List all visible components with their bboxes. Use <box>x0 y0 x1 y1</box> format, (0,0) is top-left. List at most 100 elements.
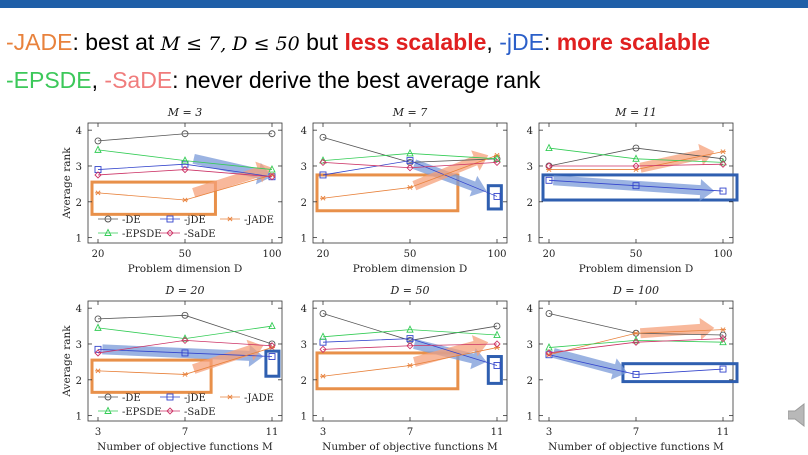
point-marker-stroke <box>227 394 233 400</box>
x-axis-label: Number of objective functions M <box>548 441 724 453</box>
point-marker <box>406 342 414 350</box>
point-marker <box>319 310 327 317</box>
title-bar-accent <box>0 0 808 8</box>
point-marker <box>493 322 501 330</box>
y-tick-label: 2 <box>527 198 533 209</box>
point-marker <box>95 190 101 196</box>
point-marker <box>104 406 112 414</box>
y-tick-label: 2 <box>301 198 307 209</box>
point-marker <box>319 158 327 167</box>
trend-arrow-orange <box>192 339 264 374</box>
series-line-jDE <box>548 179 724 192</box>
point-marker-stroke <box>407 185 413 190</box>
y-tick-label: 3 <box>76 162 82 173</box>
point-marker <box>269 345 275 350</box>
line2-segment-1: , <box>91 67 105 93</box>
y-tick-label: 3 <box>527 340 533 351</box>
highlight-box-orange <box>315 173 460 213</box>
series-line-jDE <box>97 348 273 357</box>
point-marker-stroke <box>320 195 326 201</box>
point-marker <box>181 336 189 345</box>
point-marker <box>181 334 189 342</box>
line1-segment-1: : best at <box>72 29 161 55</box>
point-marker <box>268 321 276 330</box>
series-line-EPSDE <box>548 340 724 348</box>
x-tick-label: 7 <box>182 427 188 438</box>
point-marker-stroke <box>633 330 639 336</box>
point-marker <box>166 229 174 237</box>
point-marker <box>181 165 189 174</box>
point-marker <box>406 325 414 333</box>
x-tick-label: 7 <box>407 427 413 438</box>
point-marker <box>406 335 414 343</box>
point-marker <box>227 216 233 222</box>
legend-label: -JADE <box>244 215 274 226</box>
speaker-icon[interactable] <box>788 402 808 428</box>
series-line-DE <box>97 133 272 142</box>
x-tick-label: 3 <box>95 427 101 438</box>
point-marker <box>319 332 327 340</box>
series-line-jDE <box>97 163 273 178</box>
chart-title: D = 100 <box>612 284 659 297</box>
highlight-box-orange <box>90 358 213 394</box>
point-marker-stroke <box>182 197 188 203</box>
legend-label: -JADE <box>244 393 274 404</box>
chart-panel-1: 1 2 3 4 20 50 100 M = 7 Problem dimension D <box>301 106 508 275</box>
y-tick-label: 3 <box>301 340 307 351</box>
point-marker <box>181 130 189 138</box>
point-marker <box>545 349 553 357</box>
y-axis-label: Average rank <box>61 325 73 398</box>
point-marker <box>320 373 326 379</box>
y-tick-label: 4 <box>76 304 82 315</box>
x-tick-label: 20 <box>92 249 105 260</box>
point-marker <box>720 327 726 333</box>
point-marker <box>493 154 501 162</box>
highlight-box-blue <box>264 349 281 378</box>
point-marker-stroke <box>320 373 326 379</box>
y-tick-label: 2 <box>301 376 307 387</box>
point-marker-stroke <box>720 327 726 333</box>
point-marker <box>94 145 102 153</box>
point-marker <box>719 365 727 373</box>
series-line-DE <box>548 147 724 167</box>
point-marker <box>632 338 640 346</box>
legend-label: -DE <box>122 215 141 226</box>
x-axis-label: Number of objective functions M <box>97 441 273 453</box>
point-marker <box>493 330 501 338</box>
point-marker <box>268 173 276 181</box>
point-marker <box>95 368 101 374</box>
chart-title: M = 11 <box>614 106 656 119</box>
x-tick-label: 50 <box>630 249 643 260</box>
x-tick-label: 100 <box>262 249 281 260</box>
trend-arrow-orange <box>639 317 715 340</box>
series-line-SaDE <box>548 338 724 354</box>
highlight-box-blue <box>541 173 739 202</box>
y-tick-label: 1 <box>527 234 533 245</box>
series-line-jDE <box>548 354 724 375</box>
point-marker <box>633 330 639 336</box>
point-marker <box>104 393 112 401</box>
y-tick-label: 1 <box>301 234 307 245</box>
series-line-SaDE <box>322 162 498 169</box>
point-marker <box>632 144 640 152</box>
y-tick-label: 4 <box>301 304 307 315</box>
point-marker <box>94 349 102 357</box>
point-marker <box>406 148 414 157</box>
point-marker <box>319 171 327 179</box>
point-marker <box>406 157 414 165</box>
line2-segment-3: : never derive the best average rank <box>172 67 541 93</box>
x-tick-label: 3 <box>546 427 552 438</box>
series-line-EPSDE <box>97 325 273 340</box>
series-line-jDE <box>322 160 498 197</box>
legend-label: -DE <box>122 393 141 404</box>
point-marker <box>632 370 640 378</box>
y-tick-label: 3 <box>301 162 307 173</box>
point-marker <box>181 156 189 164</box>
chart-title: D = 20 <box>164 284 204 297</box>
legend-label: -SaDE <box>184 229 216 240</box>
y-tick-label: 3 <box>76 340 82 351</box>
x-tick-label: 50 <box>404 249 417 260</box>
y-tick-label: 4 <box>301 126 307 137</box>
point-marker <box>94 137 102 145</box>
